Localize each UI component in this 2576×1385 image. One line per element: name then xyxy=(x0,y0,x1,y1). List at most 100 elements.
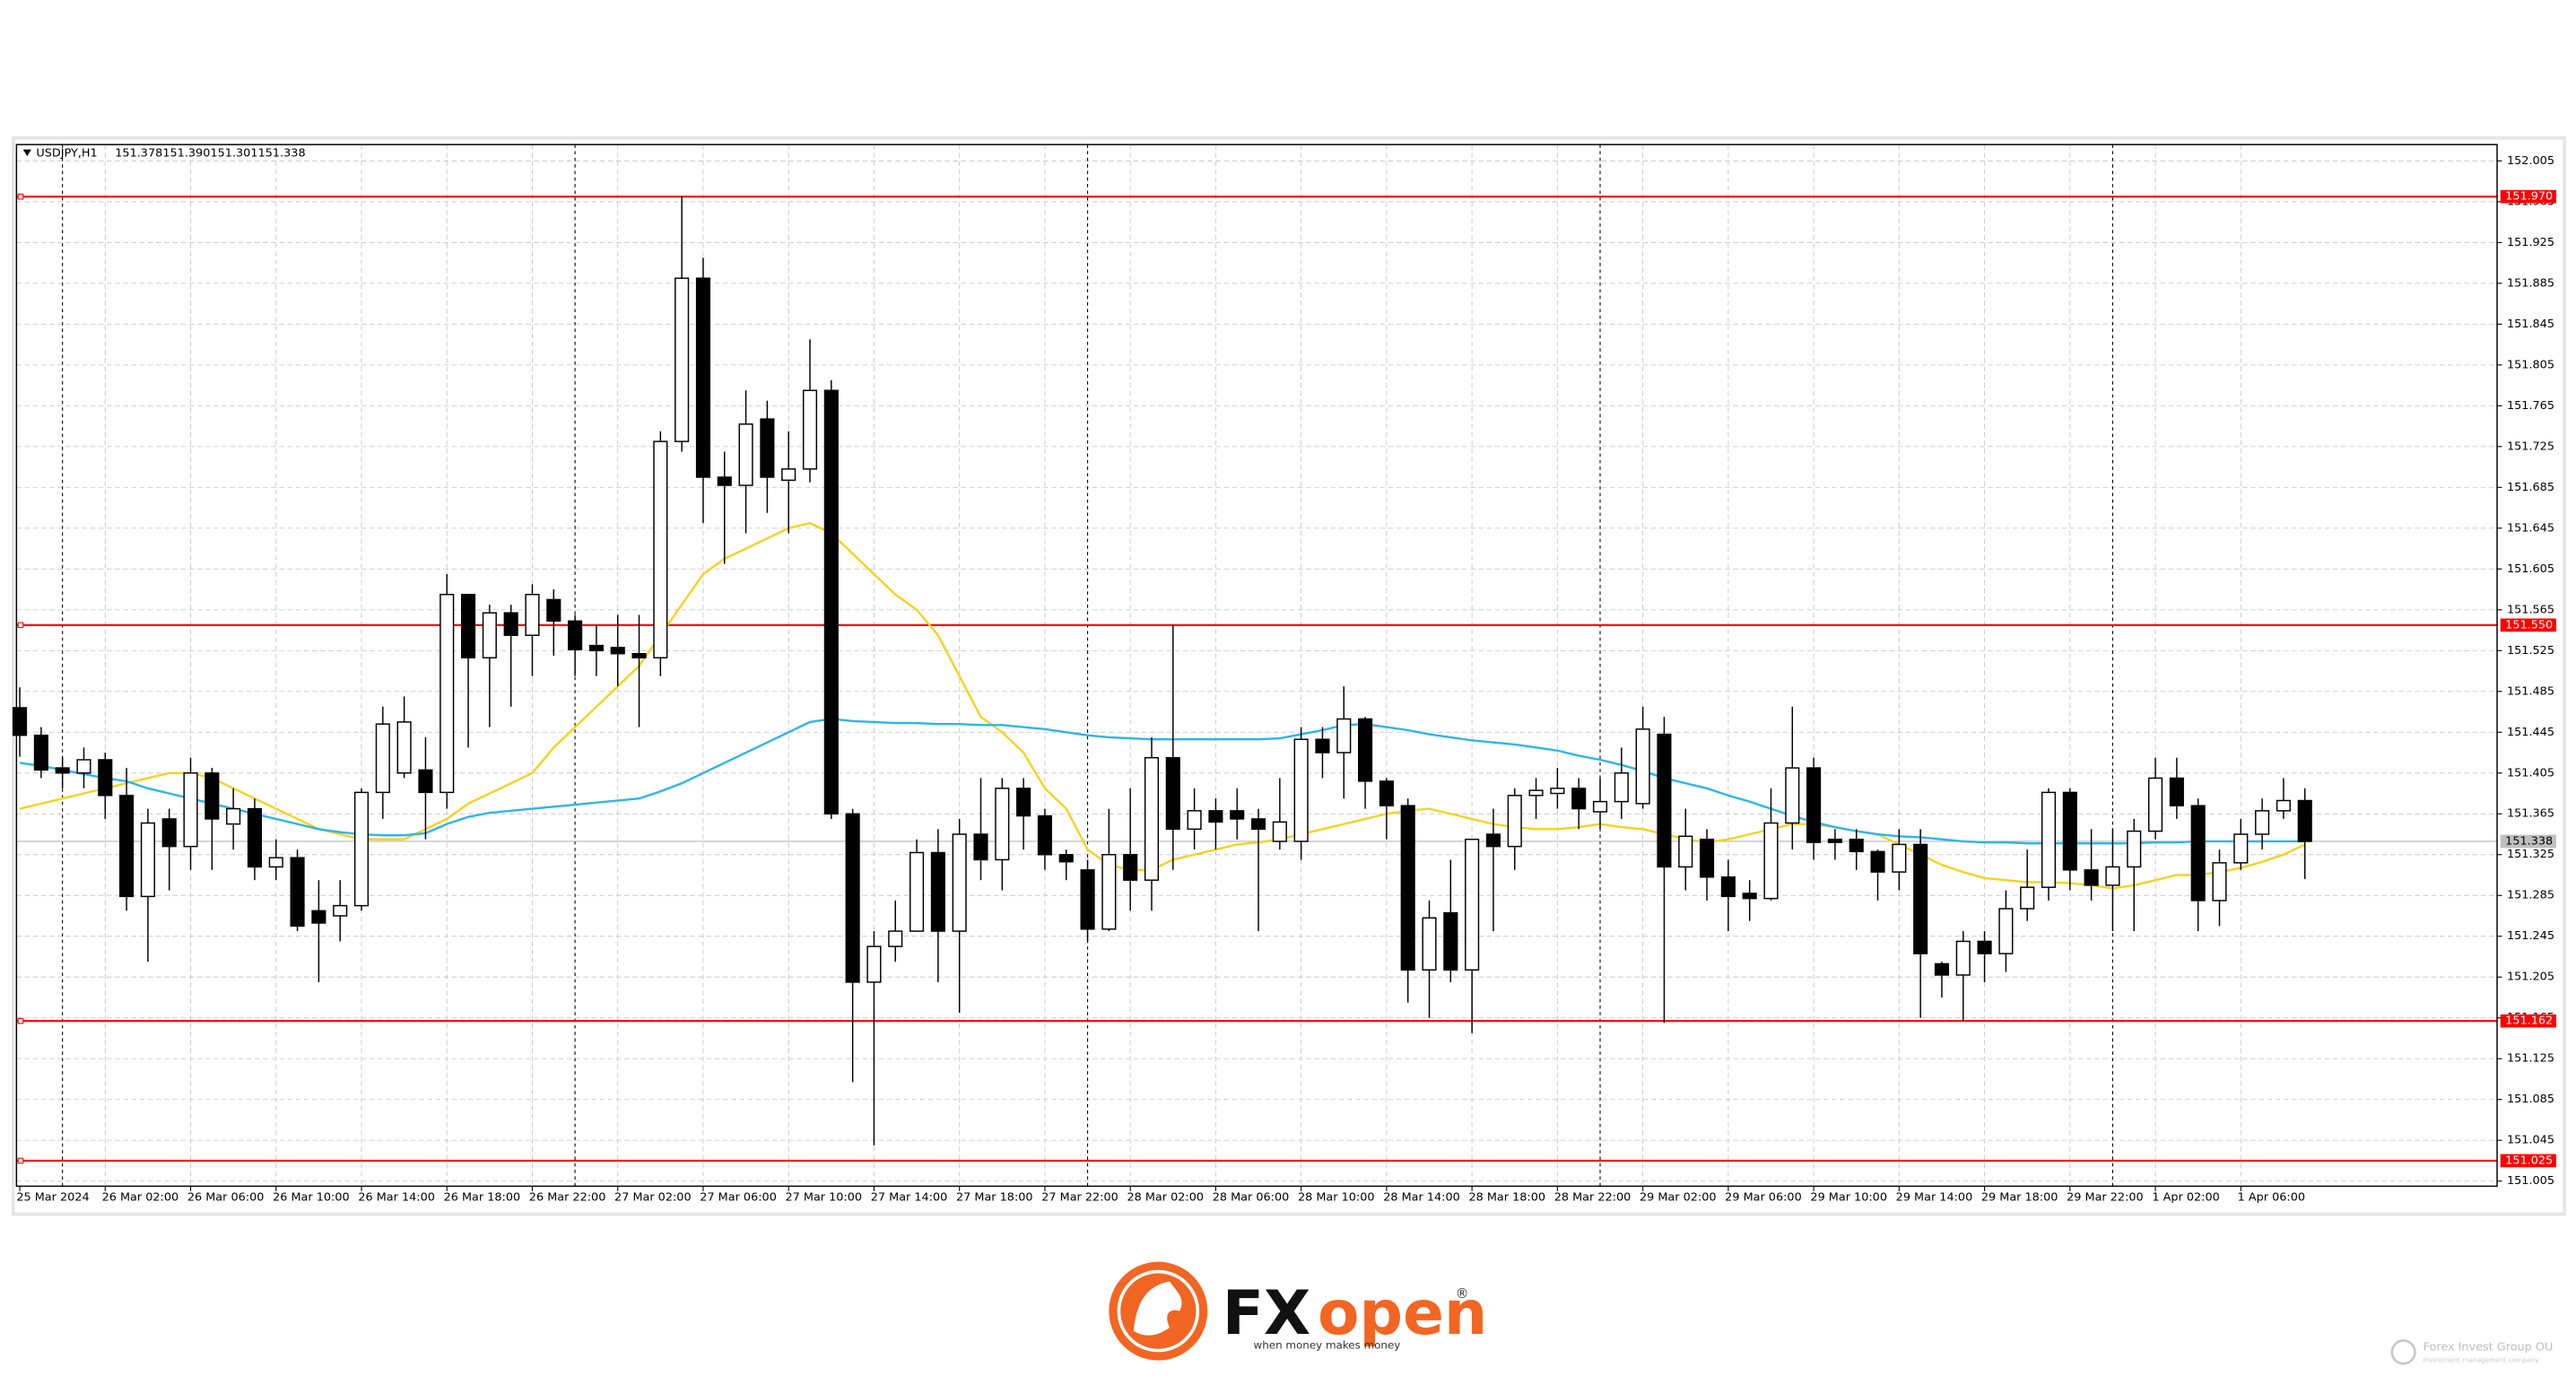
candle-body xyxy=(161,818,177,848)
company-sub: Investment management company xyxy=(2424,1355,2539,1363)
candle-body xyxy=(1849,838,1864,853)
y-tick-label: 151.325 xyxy=(2507,848,2554,861)
y-tick-label: 151.045 xyxy=(2507,1134,2554,1147)
x-tick-label: 29 Mar 22:00 xyxy=(2067,1191,2144,1205)
candle-body xyxy=(1550,788,1565,795)
candle-body xyxy=(1080,869,1095,930)
candle-body xyxy=(311,910,326,924)
candle-body xyxy=(1763,822,1779,900)
y-tick-label: 151.245 xyxy=(2507,929,2554,943)
candle-body xyxy=(1699,838,1715,878)
level-label: 151.025 xyxy=(2505,1154,2553,1167)
candle-body xyxy=(76,759,91,774)
x-tick-label: 26 Mar 22:00 xyxy=(529,1191,606,1205)
candle-body xyxy=(33,734,48,771)
candle-body xyxy=(588,644,604,652)
candle-body xyxy=(2190,805,2206,902)
candle-body xyxy=(1293,738,1309,842)
candle-body xyxy=(439,594,455,794)
axes: 151.005151.045151.085151.125151.165151.2… xyxy=(16,154,2556,1205)
candle-body xyxy=(1977,940,1992,954)
candle-body xyxy=(482,612,497,658)
candle-body xyxy=(1592,800,1608,813)
y-tick-label: 151.125 xyxy=(2507,1052,2554,1066)
x-tick-label: 29 Mar 06:00 xyxy=(1725,1191,1802,1205)
x-tick-label: 29 Mar 02:00 xyxy=(1640,1191,1717,1205)
current-price-tag xyxy=(2500,834,2556,849)
x-tick-label: 28 Mar 02:00 xyxy=(1127,1191,1205,1205)
candle-body xyxy=(1507,795,1522,848)
header: USDJPY,H1 151.378 151.390 151.301 151.33… xyxy=(22,147,306,161)
candle-body xyxy=(1165,756,1180,831)
candle-body xyxy=(2169,777,2184,806)
candle-body xyxy=(674,277,690,442)
y-tick-label: 151.365 xyxy=(2507,807,2554,821)
y-tick-label: 151.605 xyxy=(2507,562,2554,576)
candle-body xyxy=(2148,777,2163,832)
candle-body xyxy=(1016,788,1031,817)
symbol: USDJPY,H1 xyxy=(36,147,97,161)
x-tick-label: 26 Mar 10:00 xyxy=(273,1191,350,1205)
chart-panel xyxy=(11,136,2566,1216)
candle-body xyxy=(1037,814,1052,856)
candle-body xyxy=(1208,810,1223,823)
candle-body xyxy=(1123,854,1138,881)
candle-body xyxy=(1379,780,1394,806)
y-tick-label: 151.445 xyxy=(2507,726,2554,739)
company-name: Forex Invest Group OU xyxy=(2424,1341,2554,1355)
candle-body xyxy=(140,822,155,898)
candle-body xyxy=(995,788,1010,861)
candle-body xyxy=(568,620,583,650)
candle-body xyxy=(1678,835,1693,868)
brand-mark: ® xyxy=(1456,1286,1469,1302)
candle-body xyxy=(2127,830,2142,868)
candle-body xyxy=(2297,799,2312,842)
marks xyxy=(12,193,2498,1164)
candle-body xyxy=(1913,843,1928,954)
level-label: 151.970 xyxy=(2505,190,2553,204)
y-tick-label: 151.405 xyxy=(2507,766,2554,780)
y-tick-label: 151.565 xyxy=(2507,603,2554,616)
candle-body xyxy=(930,851,945,932)
x-tick-label: 29 Mar 18:00 xyxy=(1981,1191,2058,1205)
y-tick-label: 151.685 xyxy=(2507,481,2554,494)
candle-body xyxy=(333,904,348,917)
candle-body xyxy=(1250,818,1266,831)
y-tick-label: 151.085 xyxy=(2507,1093,2554,1106)
candle-body xyxy=(396,721,412,774)
candle-body xyxy=(2212,862,2227,902)
x-tick-label: 26 Mar 06:00 xyxy=(187,1191,265,1205)
y-tick-label: 151.925 xyxy=(2507,236,2554,249)
candle-body xyxy=(546,598,561,623)
candle-body xyxy=(888,930,903,947)
candle-body xyxy=(610,647,625,655)
candle-body xyxy=(12,707,28,736)
candle-body xyxy=(1101,854,1117,930)
x-tick-label: 27 Mar 18:00 xyxy=(956,1191,1033,1205)
candle-body xyxy=(1934,963,1950,976)
candle-body xyxy=(1230,810,1245,820)
level-handle xyxy=(17,193,24,200)
candle-body xyxy=(1892,843,1907,873)
company-icon xyxy=(2390,1339,2416,1365)
level-handle xyxy=(17,1157,24,1164)
x-tick-label: 27 Mar 02:00 xyxy=(614,1191,692,1205)
candle-body xyxy=(418,769,433,794)
x-tick-label: 29 Mar 10:00 xyxy=(1810,1191,1887,1205)
candle-body xyxy=(631,652,647,658)
candle-body xyxy=(1465,838,1480,971)
candle-body xyxy=(823,389,839,814)
candle-body xyxy=(268,857,283,868)
candle-body xyxy=(973,833,988,861)
level-tag xyxy=(2500,1154,2556,1168)
level-label: 151.162 xyxy=(2505,1015,2553,1028)
candle-body xyxy=(1571,788,1587,810)
ohlc-open: 151.378 xyxy=(115,147,162,161)
y-tick-label: 151.645 xyxy=(2507,521,2554,535)
candle-body xyxy=(1336,718,1352,753)
candle-body xyxy=(1827,838,1842,843)
candle-body xyxy=(1955,940,1971,976)
candle-body xyxy=(1485,833,1501,848)
x-tick-label: 28 Mar 06:00 xyxy=(1213,1191,1290,1205)
